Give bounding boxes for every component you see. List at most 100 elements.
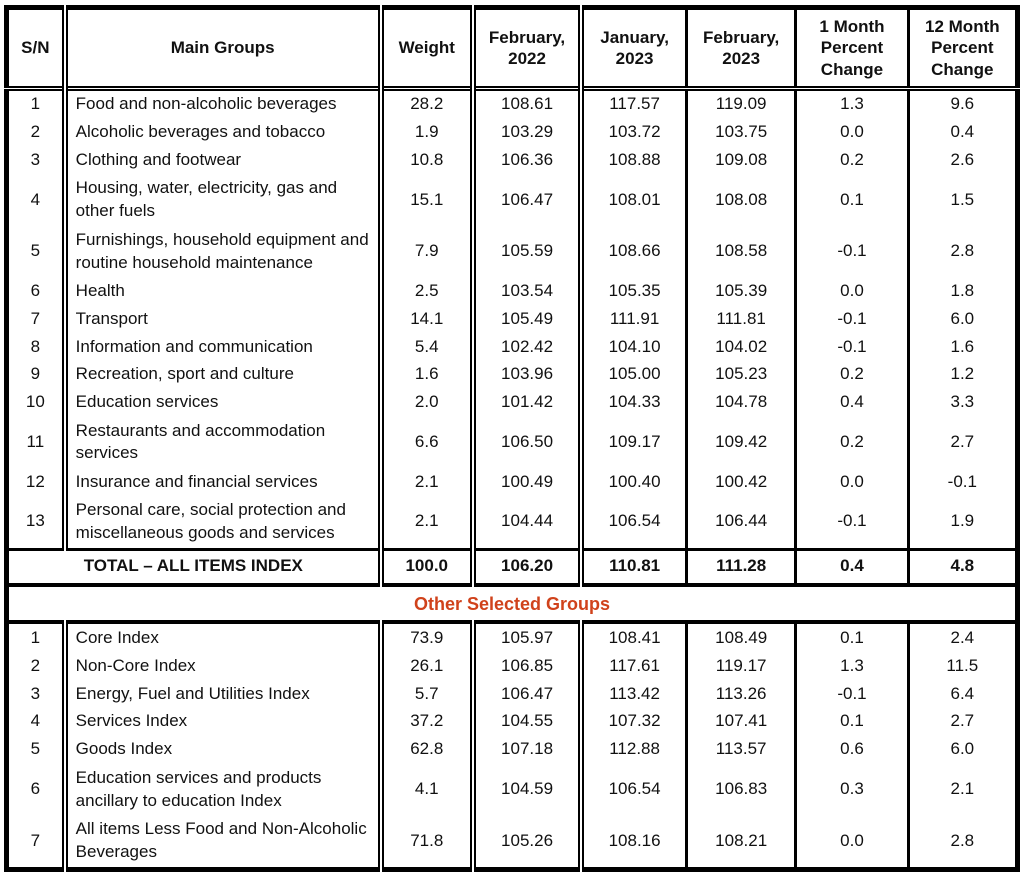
feb2022-cell: 102.42 [469,333,582,362]
m12-change-cell: 2.7 [906,708,1018,736]
weight-cell: 62.8 [377,735,473,764]
feb2023-cell: 111.81 [684,305,796,334]
table-row: 8 Information and communication 5.4 102.… [7,333,1018,362]
table-row: 6 Education services and products ancill… [7,763,1018,816]
weight-cell: 2.1 [377,468,473,497]
header-weight: Weight [377,7,473,91]
table-row: 2 Non-Core Index 26.1 106.85 117.61 119.… [7,652,1018,681]
group-cell: Non-Core Index [61,652,381,681]
section-title: Other Selected Groups [6,584,1018,625]
header-row: S/N Main Groups Weight February, 2022 Ja… [6,7,1018,91]
weight-cell: 7.9 [377,225,473,278]
header-feb-2022: February, 2022 [469,7,582,91]
feb2022-cell: 105.59 [469,225,582,278]
m1-change-cell: -0.1 [794,333,909,362]
table-row: 3 Clothing and footwear 10.8 106.36 108.… [7,146,1018,175]
group-cell: Transport [61,305,381,334]
table-row: 7 Transport 14.1 105.49 111.91 111.81 -0… [7,305,1018,334]
m1-change-cell: 0.1 [794,708,909,736]
total-feb2023: 111.28 [684,547,796,587]
sn-cell: 7 [30,830,41,850]
feb2023-cell: 106.44 [684,496,796,550]
m1-change-cell: 0.2 [794,361,909,389]
feb2023-cell: 105.23 [684,361,796,389]
feb2023-cell: 104.78 [684,388,796,417]
total-row: TOTAL – ALL ITEMS INDEX 100.0 106.20 110… [6,547,1018,587]
weight-cell: 71.8 [377,815,473,870]
weight-cell: 37.2 [377,708,473,736]
m1-change-cell: 0.6 [794,735,909,764]
feb2023-cell: 119.17 [684,652,796,681]
group-cell: Alcoholic beverages and tobacco [61,118,381,147]
table-row: 4 Services Index 37.2 104.55 107.32 107.… [7,708,1018,736]
sn-cell: 4 [30,189,41,209]
sn-cell: 2 [30,655,41,675]
table-row: 2 Alcoholic beverages and tobacco 1.9 10… [7,118,1018,147]
jan2023-cell: 106.54 [578,496,687,550]
m12-change-cell: 1.5 [906,174,1018,226]
m12-change-cell: 1.6 [906,333,1018,362]
jan2023-cell: 106.54 [578,763,687,816]
m1-change-cell: 1.3 [794,88,909,119]
feb2023-cell: 107.41 [684,708,796,736]
sn-cell: 6 [30,779,41,799]
feb2023-cell: 109.42 [684,416,796,469]
table-row: 10 Education services 2.0 101.42 104.33 … [7,388,1018,417]
weight-cell: 5.4 [377,333,473,362]
m12-change-cell: 2.8 [906,225,1018,278]
group-cell: Restaurants and accommodation services [61,416,381,469]
jan2023-cell: 113.42 [578,680,687,709]
sn-cell: 2 [30,122,41,142]
m1-change-cell: 0.2 [794,146,909,175]
sn-cell: 7 [30,308,41,328]
m1-change-cell: 0.4 [794,388,909,417]
feb2022-cell: 105.49 [469,305,582,334]
section-title-row: Other Selected Groups [6,584,1018,625]
feb2022-cell: 104.59 [469,763,582,816]
feb2023-cell: 108.58 [684,225,796,278]
feb2022-cell: 101.42 [469,388,582,417]
m1-change-cell: 0.0 [794,815,909,870]
total-m12-change: 4.8 [906,547,1018,587]
jan2023-cell: 112.88 [578,735,687,764]
feb2022-cell: 100.49 [469,468,582,497]
jan2023-cell: 107.32 [578,708,687,736]
group-cell: Housing, water, electricity, gas and oth… [61,174,381,226]
jan2023-cell: 108.88 [578,146,687,175]
weight-cell: 2.1 [377,496,473,550]
weight-cell: 14.1 [377,305,473,334]
m1-change-cell: -0.1 [794,305,909,334]
table-row: 13 Personal care, social protection and … [7,496,1018,550]
weight-cell: 28.2 [377,88,473,119]
sn-cell: 11 [26,432,45,452]
other-groups-banner: Other Selected Groups [6,584,1018,625]
table-row: 11 Restaurants and accommodation service… [7,416,1018,469]
weight-cell: 6.6 [377,416,473,469]
m1-change-cell: 0.1 [794,174,909,226]
m12-change-cell: 1.8 [906,277,1018,306]
main-groups-body: 1 Food and non-alcoholic beverages 28.2 … [7,88,1018,550]
sn-cell: 10 [25,392,45,412]
sn-cell: 3 [30,683,41,703]
feb2022-cell: 103.29 [469,118,582,147]
header-feb-2023: February, 2023 [684,7,796,91]
m12-change-cell: 1.2 [906,361,1018,389]
total-section: TOTAL – ALL ITEMS INDEX 100.0 106.20 110… [6,547,1018,587]
sn-cell: 13 [25,511,45,531]
weight-cell: 2.0 [377,388,473,417]
jan2023-cell: 100.40 [578,468,687,497]
m12-change-cell: 11.5 [906,652,1018,681]
table-row: 7 All items Less Food and Non-Alcoholic … [7,815,1018,870]
m1-change-cell: 0.2 [794,416,909,469]
sn-cell: 1 [30,627,41,647]
weight-cell: 5.7 [377,680,473,709]
group-cell: Services Index [61,708,381,736]
m1-change-cell: 0.3 [794,763,909,816]
group-cell: Personal care, social protection and mis… [61,496,381,550]
weight-cell: 4.1 [377,763,473,816]
sn-cell: 12 [25,471,45,491]
sn-cell: 6 [30,280,41,300]
table-row: 1 Core Index 73.9 105.97 108.41 108.49 0… [7,622,1018,653]
sn-cell: 5 [30,739,41,759]
m12-change-cell: 1.9 [906,496,1018,550]
